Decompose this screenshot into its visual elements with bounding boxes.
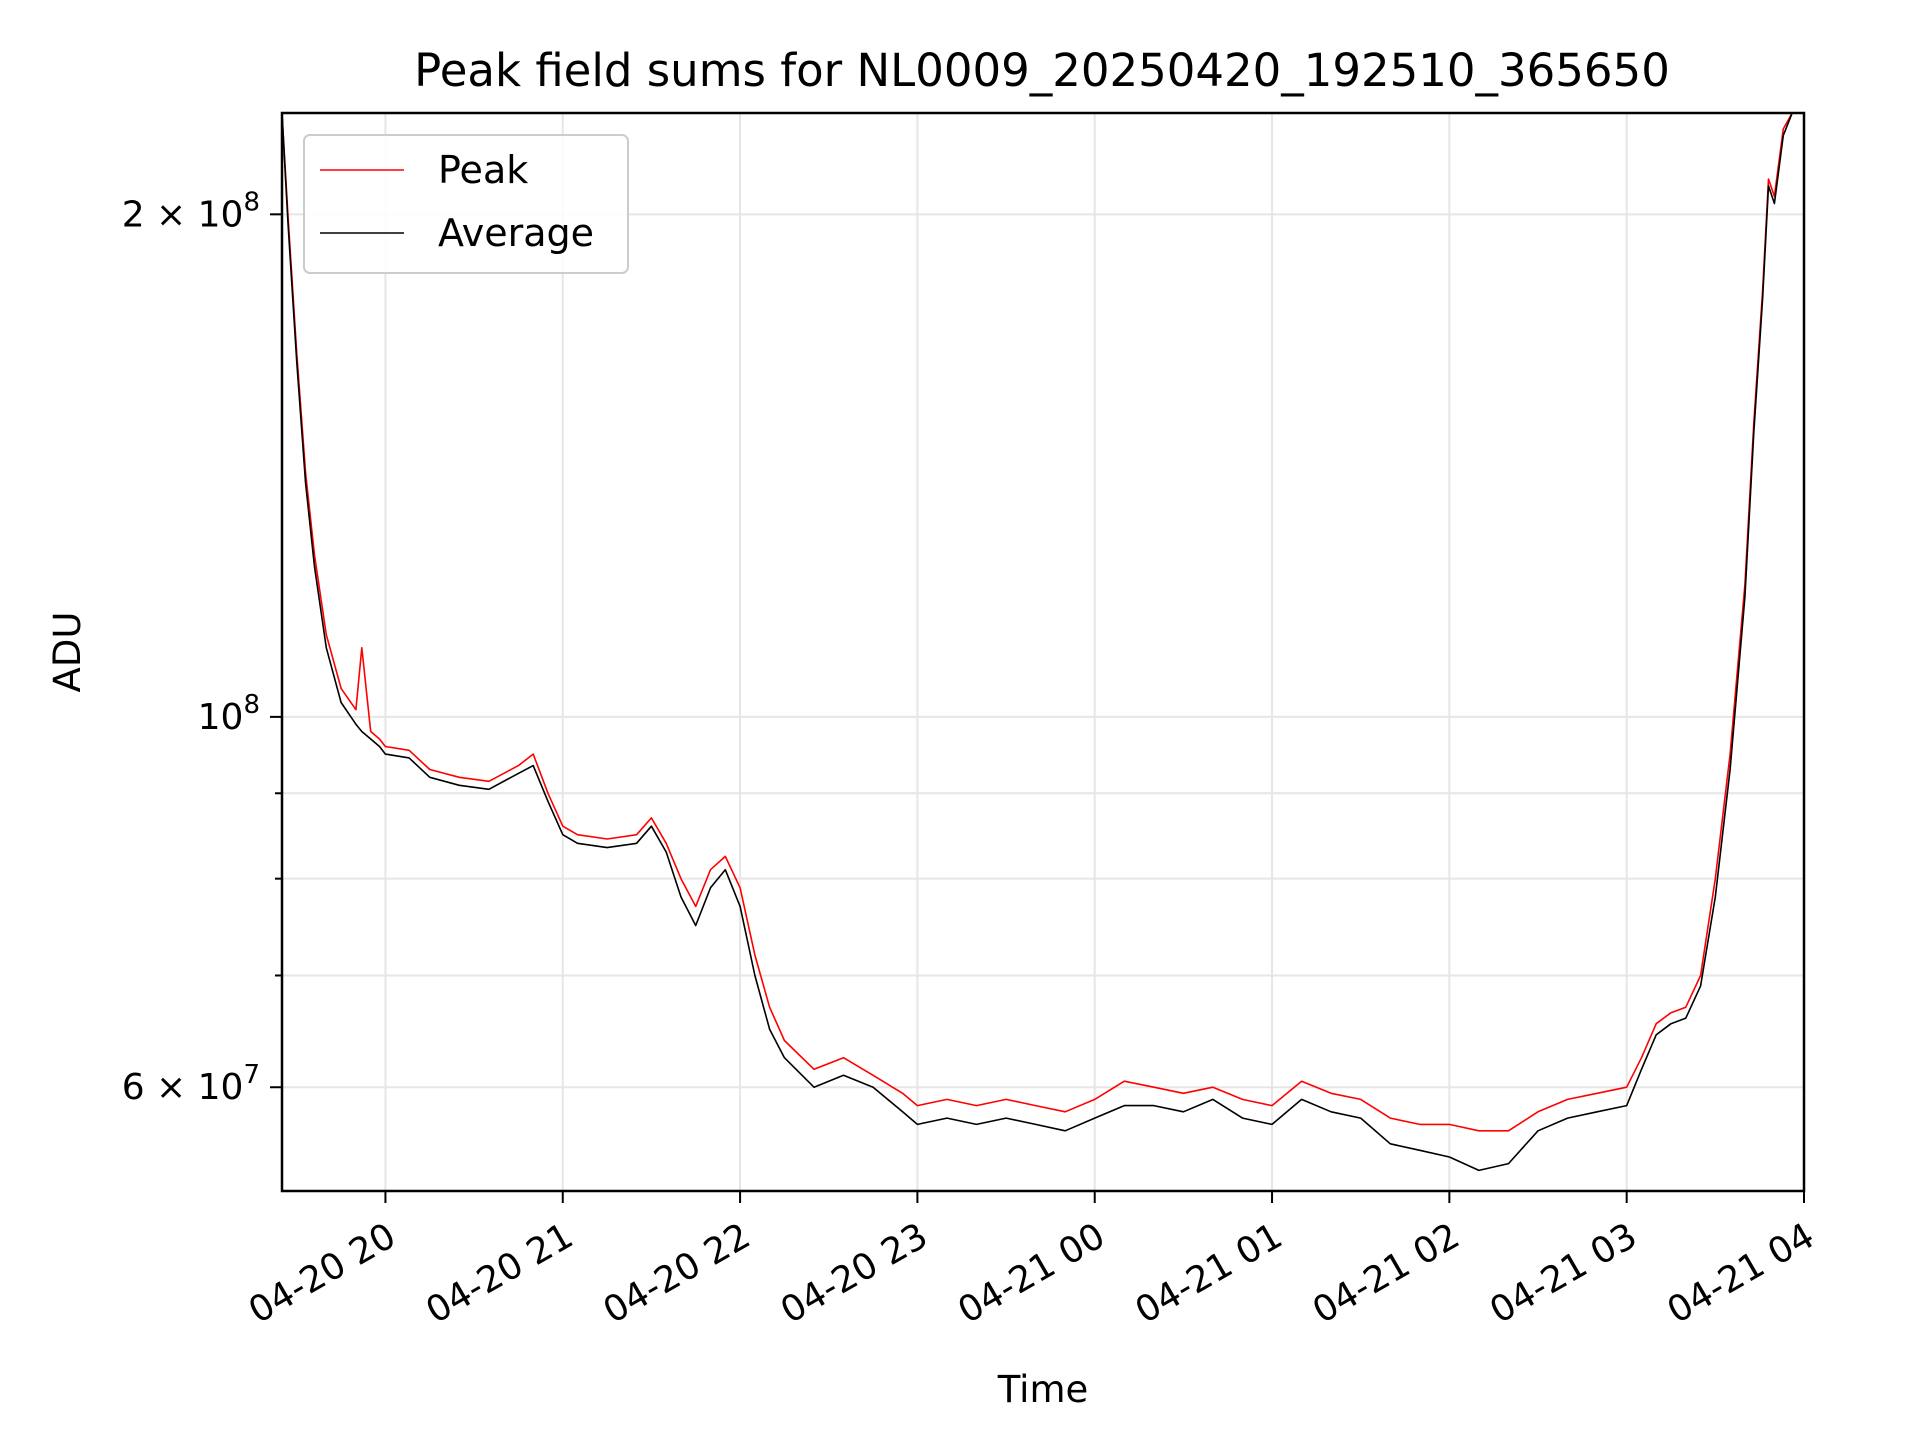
grid bbox=[282, 113, 1805, 1191]
legend-label-peak: Peak bbox=[438, 148, 528, 192]
series-layer bbox=[282, 113, 1804, 1172]
x-tick-label: 04-21 00 bbox=[951, 1215, 1112, 1331]
x-tick-label: 04-21 04 bbox=[1661, 1215, 1822, 1331]
y-axis: 2 × 108 108 6 × 107 bbox=[122, 187, 282, 1108]
y-tick-label: 6 × 107 bbox=[122, 1060, 260, 1108]
x-tick-label: 04-21 03 bbox=[1483, 1215, 1644, 1331]
x-tick-label: 04-21 02 bbox=[1306, 1215, 1467, 1331]
x-tick-label: 04-20 20 bbox=[242, 1215, 403, 1331]
y-tick-label: 2 × 108 bbox=[122, 187, 260, 235]
series-line-average bbox=[282, 113, 1804, 1172]
legend-label-average: Average bbox=[438, 211, 594, 255]
series-line-peak bbox=[282, 113, 1804, 1132]
chart-title: Peak field sums for NL0009_20250420_1925… bbox=[414, 44, 1670, 97]
x-tick-label: 04-20 21 bbox=[419, 1215, 580, 1331]
x-axis: 04-20 20 04-20 21 04-20 22 04-20 23 04-21 00… bbox=[242, 1191, 1821, 1332]
legend: Peak Average bbox=[303, 134, 629, 274]
y-axis-label: ADU bbox=[46, 612, 89, 693]
x-tick-label: 04-20 23 bbox=[774, 1215, 935, 1331]
x-axis-label: Time bbox=[997, 1368, 1089, 1411]
x-tick-label: 04-20 22 bbox=[597, 1215, 758, 1331]
plot-frame bbox=[280, 111, 1806, 1193]
y-tick-label: 108 bbox=[198, 690, 260, 738]
x-tick-label: 04-21 01 bbox=[1129, 1215, 1290, 1331]
